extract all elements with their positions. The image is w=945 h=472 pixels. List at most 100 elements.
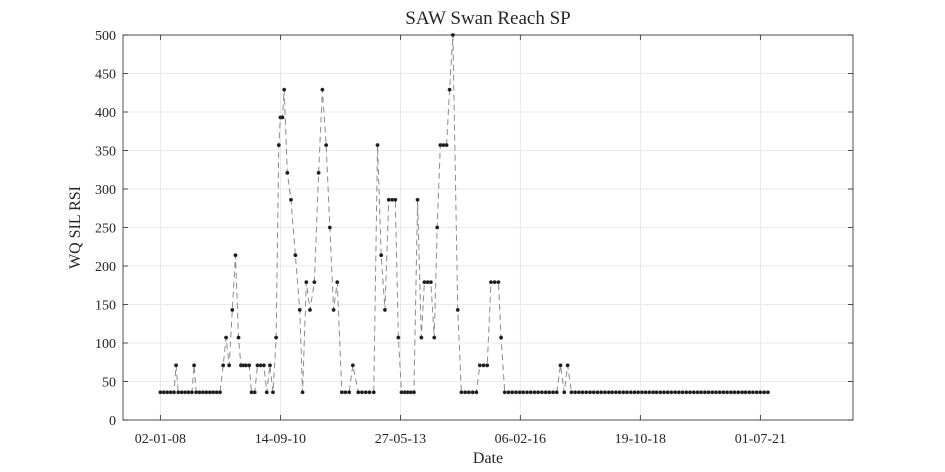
x-axis-title: Date (473, 450, 503, 467)
data-point (528, 390, 533, 395)
data-point (186, 390, 191, 395)
data-point (513, 390, 518, 395)
data-point (316, 170, 321, 175)
data-point (492, 280, 497, 285)
data-point (628, 390, 633, 395)
data-point (481, 363, 486, 368)
data-point (576, 390, 581, 395)
data-point (158, 390, 163, 395)
data-point (532, 390, 537, 395)
data-point (375, 143, 380, 148)
data-point (747, 390, 752, 395)
plot-frame (122, 34, 854, 421)
data-point (356, 390, 361, 395)
data-point (466, 390, 471, 395)
data-point (558, 363, 563, 368)
data-point (470, 390, 475, 395)
y-tick-label: 0 (109, 414, 116, 429)
data-point (613, 390, 618, 395)
y-tick-label: 250 (95, 222, 116, 237)
data-point (547, 390, 552, 395)
data-point (732, 390, 737, 395)
data-point (595, 390, 600, 395)
data-point (562, 390, 567, 395)
data-point (411, 390, 416, 395)
data-point (396, 335, 401, 340)
data-point (502, 390, 507, 395)
y-tick-label: 100 (95, 337, 116, 352)
data-point (710, 390, 715, 395)
y-tick-labels: 0 50 100 150 200 250 300 350 400 450 500 (95, 29, 116, 429)
data-point (517, 390, 522, 395)
data-point (636, 390, 641, 395)
data-point (455, 307, 460, 312)
data-point (174, 363, 179, 368)
chart-title: SAW Swan Reach SP (405, 8, 570, 29)
data-point (331, 307, 336, 312)
data-point (428, 280, 433, 285)
data-point (270, 390, 275, 395)
y-axis-title: WQ SIL RSI (67, 186, 84, 269)
data-point (699, 390, 704, 395)
data-point (300, 390, 305, 395)
data-point (721, 390, 726, 395)
data-point (347, 390, 352, 395)
y-tick-label: 450 (95, 68, 116, 83)
data-point (639, 390, 644, 395)
x-tick-label: 14-09-10 (255, 432, 306, 447)
data-point (610, 390, 615, 395)
data-point (379, 253, 384, 258)
x-tick-label: 02-01-08 (135, 432, 186, 447)
data-point (230, 307, 235, 312)
y-tick-label: 50 (102, 376, 116, 391)
data-point (525, 390, 530, 395)
data-point (367, 390, 372, 395)
data-point (264, 390, 269, 395)
data-point (599, 390, 604, 395)
data-point (485, 363, 490, 368)
data-point (539, 390, 544, 395)
data-point (363, 390, 368, 395)
data-point (261, 363, 266, 368)
data-point (425, 280, 430, 285)
data-point (288, 197, 293, 202)
data-point (285, 170, 290, 175)
data-point (218, 390, 223, 395)
data-point (669, 390, 674, 395)
data-point (684, 390, 689, 395)
data-point (419, 335, 424, 340)
data-point (580, 390, 585, 395)
data-point (297, 307, 302, 312)
data-point (280, 115, 285, 120)
data-point (551, 390, 556, 395)
data-point (543, 390, 548, 395)
data-point (713, 390, 718, 395)
axis-ticks (123, 34, 853, 421)
data-point (386, 197, 391, 202)
data-point (758, 390, 763, 395)
data-point (161, 390, 166, 395)
data-point (617, 390, 622, 395)
x-tick-label: 19-10-18 (615, 432, 666, 447)
data-point (276, 143, 281, 148)
data-point (435, 225, 440, 230)
x-tick-label: 06-02-16 (495, 432, 546, 447)
data-point (676, 390, 681, 395)
data-point (197, 390, 202, 395)
data-point (415, 197, 420, 202)
data-point (463, 390, 468, 395)
data-point (477, 363, 482, 368)
data-point (673, 390, 678, 395)
data-point (200, 390, 205, 395)
y-tick-label: 150 (95, 299, 116, 314)
data-point (304, 280, 309, 285)
data-point (496, 280, 501, 285)
data-point (588, 390, 593, 395)
data-point (569, 390, 574, 395)
data-point (691, 390, 696, 395)
data-point (432, 335, 437, 340)
data-point (499, 335, 504, 340)
data-point (765, 390, 770, 395)
data-point (474, 390, 479, 395)
